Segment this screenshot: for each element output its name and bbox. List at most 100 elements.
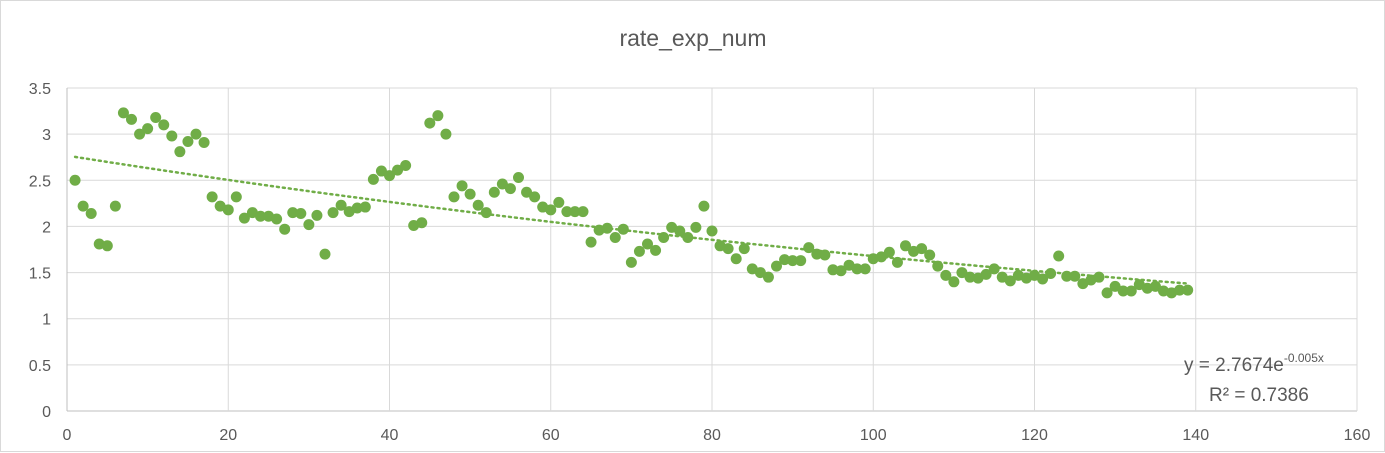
- data-point: [553, 196, 565, 208]
- data-point: [779, 254, 791, 266]
- data-point: [609, 232, 621, 244]
- data-point: [222, 204, 234, 216]
- y-tick-label: 3: [42, 127, 51, 144]
- data-point: [198, 136, 210, 148]
- data-point: [859, 263, 871, 275]
- data-point: [698, 200, 710, 212]
- data-point: [916, 243, 928, 255]
- data-point: [327, 207, 339, 219]
- data-point: [827, 264, 839, 276]
- data-point: [77, 200, 89, 212]
- data-point: [795, 255, 807, 267]
- data-point: [496, 178, 508, 190]
- data-point: [1109, 280, 1121, 292]
- data-point: [174, 146, 186, 158]
- data-point: [722, 243, 734, 255]
- data-point: [367, 173, 379, 185]
- data-point: [1053, 250, 1065, 262]
- data-point: [488, 186, 500, 198]
- data-point: [392, 164, 404, 176]
- data-point: [1037, 273, 1049, 285]
- data-point: [101, 240, 113, 252]
- data-point: [134, 128, 146, 140]
- data-point: [956, 267, 968, 279]
- data-point: [117, 107, 129, 119]
- y-tick-label: 2: [42, 219, 51, 236]
- data-point: [762, 271, 774, 283]
- data-point: [625, 256, 637, 268]
- data-point: [440, 128, 452, 140]
- data-point: [448, 191, 460, 203]
- data-point: [351, 202, 363, 214]
- data-point: [835, 265, 847, 277]
- data-point: [1045, 267, 1057, 279]
- data-point: [980, 268, 992, 280]
- x-tick-label: 160: [1344, 427, 1371, 444]
- data-point: [206, 191, 218, 203]
- x-tick-label: 80: [703, 427, 721, 444]
- data-point: [359, 201, 371, 213]
- data-point: [1117, 285, 1129, 297]
- data-point: [851, 263, 863, 275]
- data-point: [658, 232, 670, 244]
- data-point: [166, 130, 178, 142]
- data-point: [464, 188, 476, 200]
- data-point: [883, 246, 895, 258]
- y-tick-label: 0.5: [29, 358, 51, 375]
- data-point: [706, 225, 718, 237]
- data-point: [384, 170, 395, 182]
- data-point: [504, 183, 516, 195]
- data-point: [642, 238, 653, 250]
- data-point: [480, 207, 492, 219]
- trendline: [73, 155, 1189, 285]
- data-point: [811, 248, 823, 260]
- x-tick-label: 120: [1021, 427, 1048, 444]
- data-point: [730, 253, 742, 265]
- trendline-r-squared: R² = 0.7386: [1209, 385, 1309, 406]
- data-point: [738, 243, 750, 255]
- data-point: [303, 219, 315, 231]
- data-point: [988, 263, 1000, 275]
- data-point: [1004, 275, 1016, 287]
- data-point: [633, 245, 645, 257]
- x-tick-label: 20: [219, 427, 237, 444]
- data-point: [900, 240, 911, 252]
- data-point: [1182, 284, 1194, 296]
- data-point: [803, 242, 815, 254]
- y-tick-label: 0: [42, 404, 51, 421]
- data-point: [577, 206, 589, 218]
- data-point: [432, 110, 444, 122]
- data-point: [416, 217, 428, 229]
- data-point: [682, 232, 694, 244]
- data-point: [771, 260, 782, 272]
- data-point: [69, 174, 81, 186]
- data-point: [529, 191, 541, 203]
- data-point: [335, 199, 347, 211]
- data-point: [513, 172, 524, 184]
- data-point: [142, 123, 154, 135]
- data-point: [819, 249, 831, 261]
- x-tick-label: 60: [542, 427, 560, 444]
- x-tick-label: 140: [1182, 427, 1209, 444]
- data-point: [891, 256, 903, 268]
- data-point: [561, 206, 573, 218]
- data-point: [924, 249, 936, 261]
- y-tick-label: 2.5: [29, 173, 51, 190]
- data-point: [279, 223, 291, 235]
- data-point: [754, 267, 766, 279]
- y-tick-label: 1: [42, 312, 51, 329]
- data-point: [932, 260, 944, 272]
- data-point: [255, 210, 266, 222]
- data-point: [1174, 284, 1186, 296]
- data-point: [311, 209, 323, 221]
- data-point: [545, 204, 557, 216]
- data-point: [85, 208, 97, 220]
- y-tick-label: 1.5: [29, 266, 51, 283]
- data-point: [617, 223, 629, 235]
- data-point: [182, 136, 194, 148]
- data-point: [126, 113, 137, 125]
- data-point: [1069, 270, 1081, 282]
- x-tick-label: 0: [63, 427, 72, 444]
